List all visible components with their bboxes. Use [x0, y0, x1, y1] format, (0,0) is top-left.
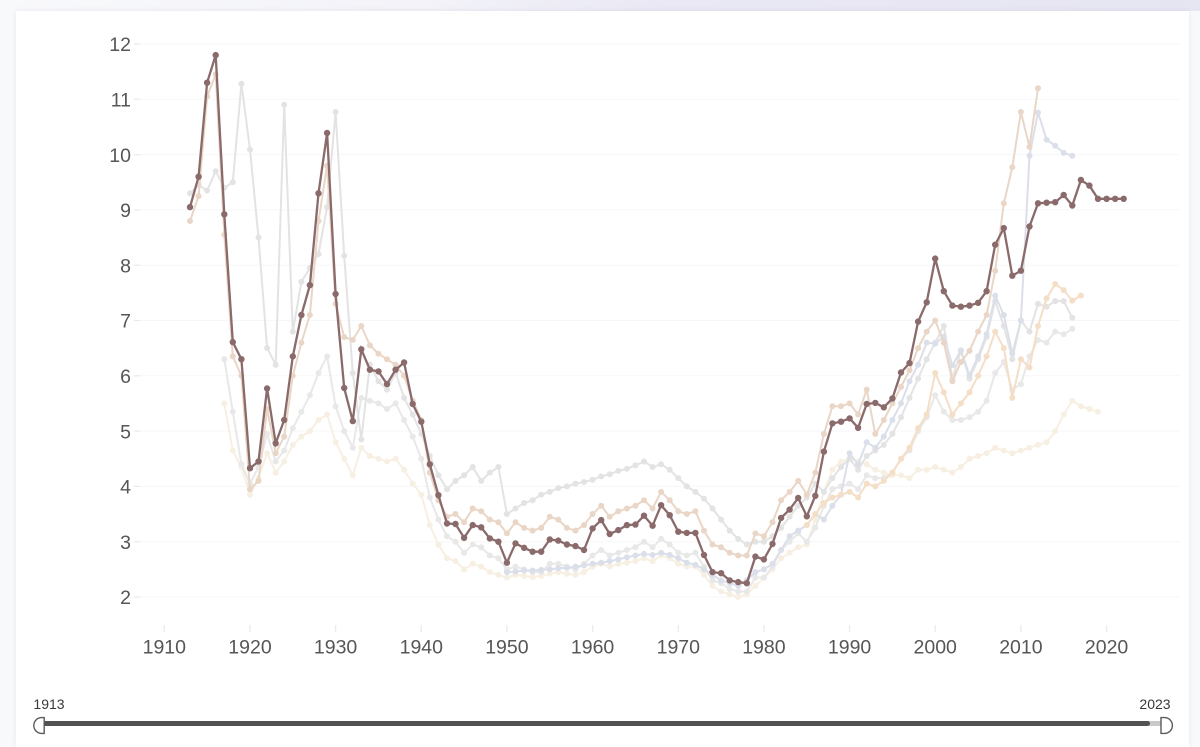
svg-text:7: 7	[120, 311, 131, 333]
svg-text:2: 2	[120, 587, 131, 609]
svg-text:1910: 1910	[143, 637, 187, 659]
svg-text:3: 3	[120, 532, 131, 554]
svg-text:2020: 2020	[1085, 637, 1129, 659]
svg-text:6: 6	[120, 366, 131, 388]
svg-text:1940: 1940	[400, 637, 444, 659]
svg-text:4: 4	[120, 477, 131, 499]
svg-text:2010: 2010	[999, 637, 1043, 659]
svg-text:9: 9	[120, 200, 131, 222]
svg-text:2000: 2000	[914, 637, 958, 659]
svg-text:2023: 2023	[1139, 696, 1170, 712]
svg-text:8: 8	[120, 255, 131, 277]
svg-text:11: 11	[111, 90, 131, 112]
svg-text:12: 12	[109, 34, 131, 56]
svg-text:10: 10	[109, 145, 131, 167]
svg-text:1930: 1930	[314, 637, 358, 659]
svg-text:1980: 1980	[742, 637, 786, 659]
svg-text:1970: 1970	[657, 637, 701, 659]
svg-text:1960: 1960	[571, 637, 615, 659]
svg-text:1920: 1920	[228, 637, 272, 659]
svg-text:1950: 1950	[485, 637, 529, 659]
svg-text:1990: 1990	[828, 637, 872, 659]
svg-text:5: 5	[120, 421, 131, 443]
svg-text:1913: 1913	[33, 696, 64, 712]
